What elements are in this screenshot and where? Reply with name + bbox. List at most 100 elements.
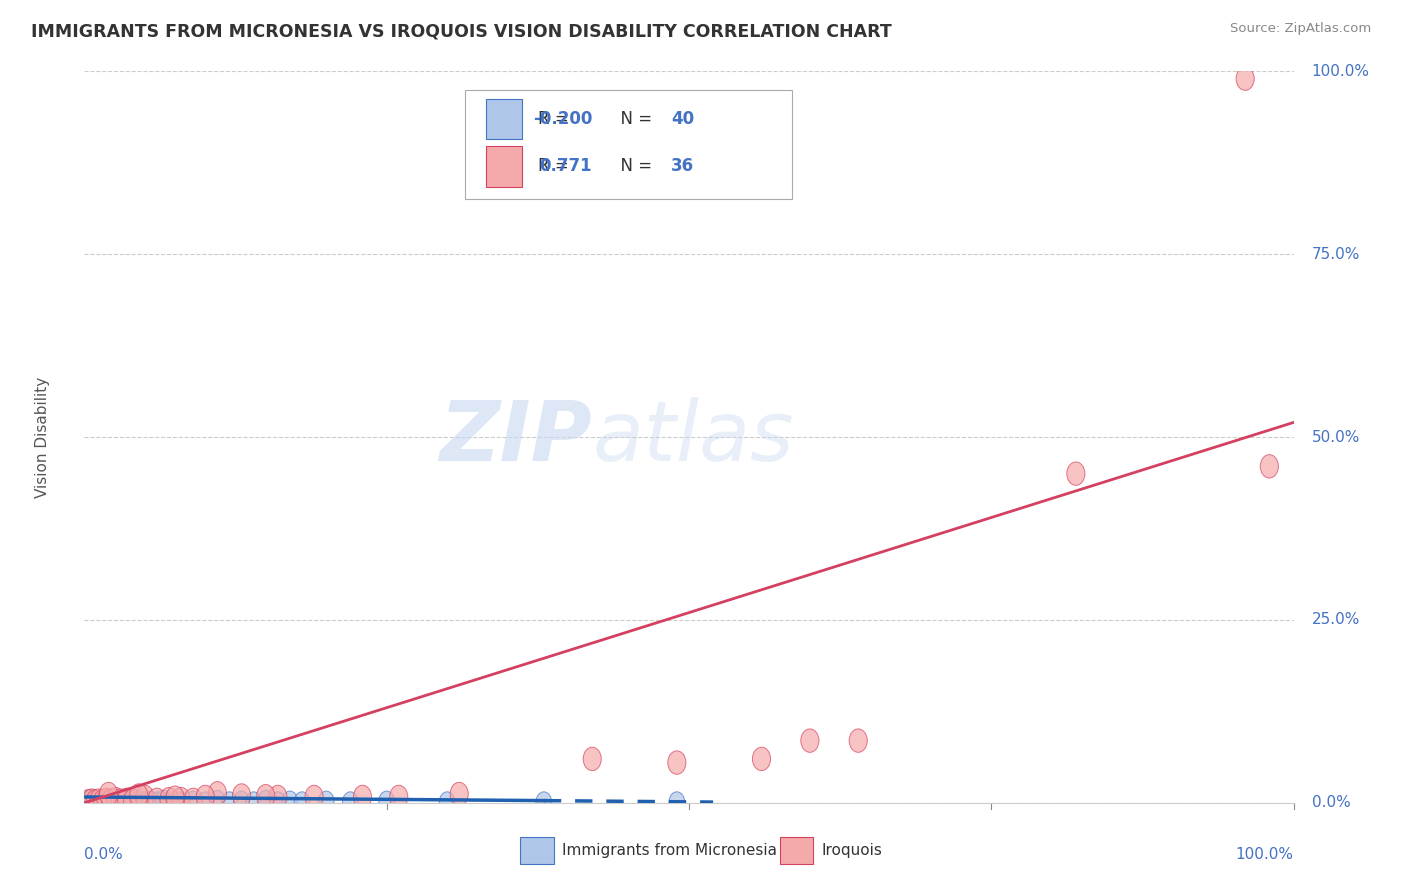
Text: 0.0%: 0.0% <box>84 847 124 862</box>
Ellipse shape <box>583 747 602 771</box>
Text: 36: 36 <box>671 158 695 176</box>
Ellipse shape <box>84 792 101 813</box>
Ellipse shape <box>83 789 101 813</box>
Ellipse shape <box>98 792 114 813</box>
Ellipse shape <box>197 792 214 813</box>
Ellipse shape <box>246 792 262 813</box>
Ellipse shape <box>96 791 111 812</box>
Ellipse shape <box>269 785 287 809</box>
Ellipse shape <box>107 788 125 811</box>
Ellipse shape <box>111 789 129 813</box>
Text: atlas: atlas <box>592 397 794 477</box>
Text: 100.0%: 100.0% <box>1236 847 1294 862</box>
Ellipse shape <box>148 789 166 812</box>
Ellipse shape <box>162 792 177 813</box>
Text: 50.0%: 50.0% <box>1312 430 1360 444</box>
Ellipse shape <box>849 729 868 752</box>
Ellipse shape <box>752 747 770 771</box>
Ellipse shape <box>233 791 249 812</box>
Text: 0.0%: 0.0% <box>1312 796 1350 810</box>
Ellipse shape <box>160 788 179 811</box>
Ellipse shape <box>197 785 214 809</box>
Ellipse shape <box>86 789 104 813</box>
Ellipse shape <box>129 784 148 807</box>
Ellipse shape <box>107 792 122 813</box>
Ellipse shape <box>389 785 408 809</box>
FancyBboxPatch shape <box>465 90 792 200</box>
Ellipse shape <box>93 789 111 813</box>
Ellipse shape <box>80 791 96 812</box>
Ellipse shape <box>143 791 159 812</box>
Ellipse shape <box>91 792 107 813</box>
Ellipse shape <box>257 790 274 811</box>
Ellipse shape <box>155 790 170 811</box>
Ellipse shape <box>1067 462 1085 485</box>
Ellipse shape <box>536 792 551 813</box>
Ellipse shape <box>294 792 309 813</box>
Ellipse shape <box>232 784 250 807</box>
Ellipse shape <box>257 785 274 808</box>
Ellipse shape <box>101 790 117 811</box>
Text: Vision Disability: Vision Disability <box>35 376 49 498</box>
Text: 40: 40 <box>671 110 695 128</box>
Text: -0.200: -0.200 <box>533 110 592 128</box>
Ellipse shape <box>439 792 456 813</box>
Ellipse shape <box>100 782 118 805</box>
Ellipse shape <box>1236 67 1254 90</box>
Ellipse shape <box>668 751 686 774</box>
Text: Immigrants from Micronesia: Immigrants from Micronesia <box>562 843 778 858</box>
Ellipse shape <box>318 791 335 812</box>
Ellipse shape <box>110 789 127 810</box>
Ellipse shape <box>131 791 146 812</box>
Ellipse shape <box>93 790 110 811</box>
Ellipse shape <box>343 792 359 813</box>
Ellipse shape <box>90 789 108 813</box>
Ellipse shape <box>283 791 298 812</box>
Ellipse shape <box>222 792 238 813</box>
FancyBboxPatch shape <box>520 838 554 863</box>
Ellipse shape <box>450 782 468 805</box>
Ellipse shape <box>124 789 142 813</box>
Ellipse shape <box>353 785 371 809</box>
Ellipse shape <box>209 790 225 811</box>
Text: R =: R = <box>538 158 574 176</box>
Text: 100.0%: 100.0% <box>1312 64 1369 78</box>
Text: R =: R = <box>538 110 574 128</box>
Ellipse shape <box>118 789 136 812</box>
Ellipse shape <box>1260 455 1278 478</box>
Text: N =: N = <box>610 110 658 128</box>
Ellipse shape <box>270 792 285 813</box>
Ellipse shape <box>86 790 101 811</box>
Ellipse shape <box>208 781 226 805</box>
Ellipse shape <box>115 791 131 812</box>
Text: Iroquois: Iroquois <box>823 843 883 858</box>
Ellipse shape <box>120 792 136 813</box>
Ellipse shape <box>149 792 165 813</box>
Text: 75.0%: 75.0% <box>1312 247 1360 261</box>
Ellipse shape <box>305 785 323 809</box>
Ellipse shape <box>136 785 153 809</box>
Text: N =: N = <box>610 158 658 176</box>
Ellipse shape <box>79 789 97 813</box>
FancyBboxPatch shape <box>486 146 522 186</box>
Ellipse shape <box>186 791 201 812</box>
Ellipse shape <box>125 790 141 811</box>
FancyBboxPatch shape <box>780 838 814 863</box>
Text: Source: ZipAtlas.com: Source: ZipAtlas.com <box>1230 22 1371 36</box>
Ellipse shape <box>184 789 202 812</box>
Ellipse shape <box>378 791 395 812</box>
Ellipse shape <box>669 792 685 813</box>
Ellipse shape <box>89 791 104 812</box>
Ellipse shape <box>83 789 98 810</box>
Ellipse shape <box>101 789 120 813</box>
Text: 25.0%: 25.0% <box>1312 613 1360 627</box>
Text: 0.771: 0.771 <box>540 158 592 176</box>
Ellipse shape <box>136 792 153 813</box>
FancyBboxPatch shape <box>486 99 522 139</box>
Ellipse shape <box>97 789 115 812</box>
Ellipse shape <box>172 788 190 811</box>
Text: ZIP: ZIP <box>440 397 592 477</box>
Text: IMMIGRANTS FROM MICRONESIA VS IROQUOIS VISION DISABILITY CORRELATION CHART: IMMIGRANTS FROM MICRONESIA VS IROQUOIS V… <box>31 22 891 40</box>
Ellipse shape <box>801 729 818 752</box>
Ellipse shape <box>167 791 183 812</box>
